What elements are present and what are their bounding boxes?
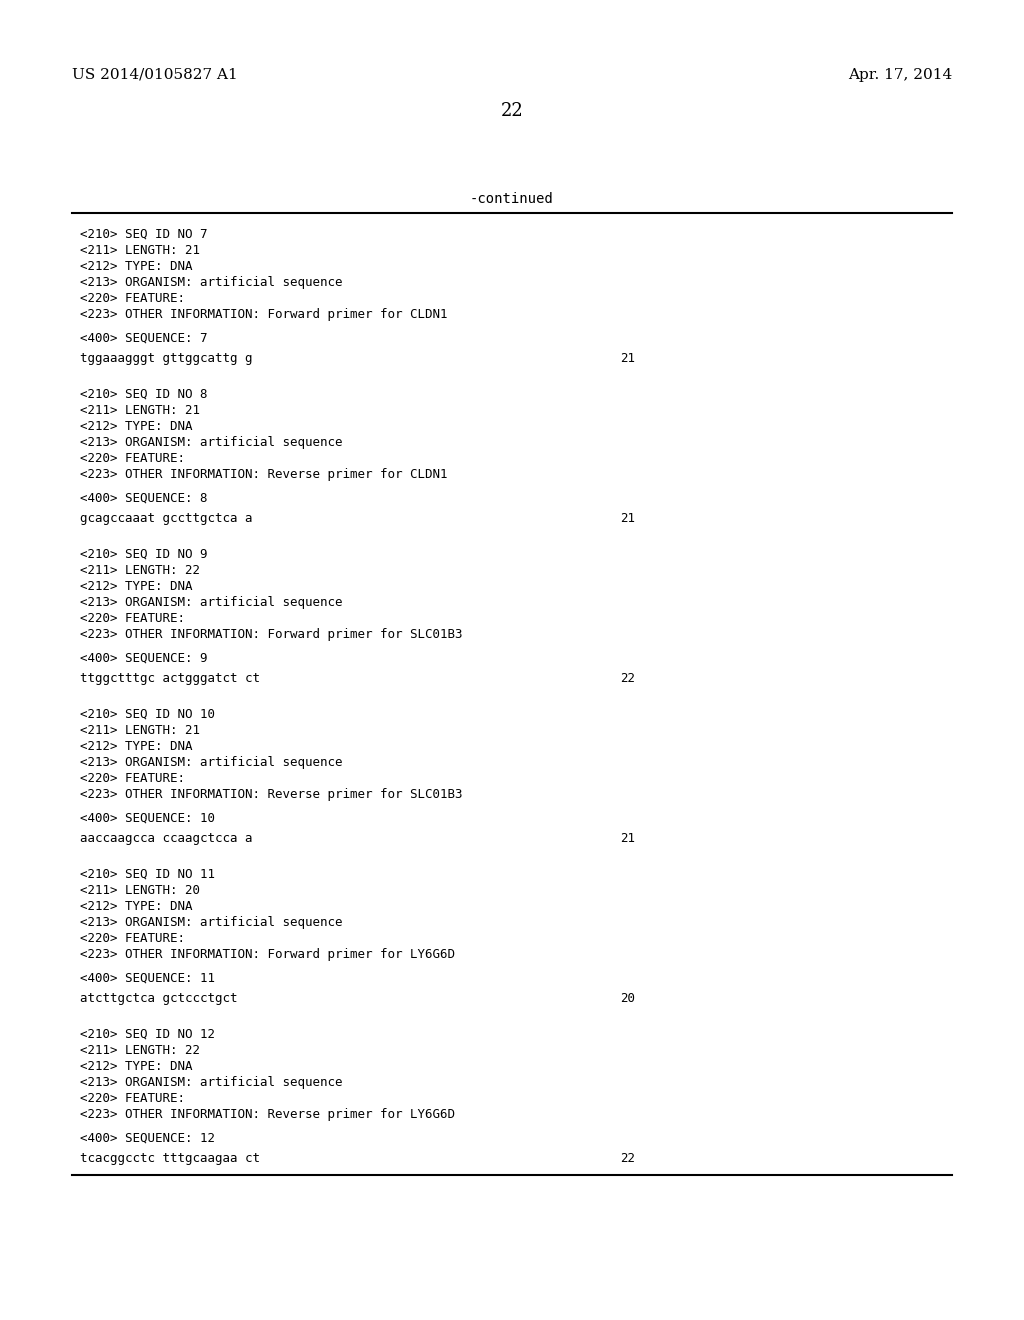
Text: <210> SEQ ID NO 9: <210> SEQ ID NO 9 xyxy=(80,548,208,561)
Text: gcagccaaat gccttgctca a: gcagccaaat gccttgctca a xyxy=(80,512,253,525)
Text: tcacggcctc tttgcaagaa ct: tcacggcctc tttgcaagaa ct xyxy=(80,1152,260,1166)
Text: <220> FEATURE:: <220> FEATURE: xyxy=(80,932,185,945)
Text: <223> OTHER INFORMATION: Forward primer for SLC01B3: <223> OTHER INFORMATION: Forward primer … xyxy=(80,628,463,642)
Text: <220> FEATURE:: <220> FEATURE: xyxy=(80,612,185,624)
Text: <213> ORGANISM: artificial sequence: <213> ORGANISM: artificial sequence xyxy=(80,1076,342,1089)
Text: <211> LENGTH: 20: <211> LENGTH: 20 xyxy=(80,884,200,898)
Text: <211> LENGTH: 21: <211> LENGTH: 21 xyxy=(80,404,200,417)
Text: <211> LENGTH: 21: <211> LENGTH: 21 xyxy=(80,244,200,257)
Text: ttggctttgc actgggatct ct: ttggctttgc actgggatct ct xyxy=(80,672,260,685)
Text: <220> FEATURE:: <220> FEATURE: xyxy=(80,451,185,465)
Text: tggaaagggt gttggcattg g: tggaaagggt gttggcattg g xyxy=(80,352,253,366)
Text: Apr. 17, 2014: Apr. 17, 2014 xyxy=(848,69,952,82)
Text: <212> TYPE: DNA: <212> TYPE: DNA xyxy=(80,420,193,433)
Text: <211> LENGTH: 21: <211> LENGTH: 21 xyxy=(80,723,200,737)
Text: <400> SEQUENCE: 10: <400> SEQUENCE: 10 xyxy=(80,812,215,825)
Text: <220> FEATURE:: <220> FEATURE: xyxy=(80,292,185,305)
Text: <223> OTHER INFORMATION: Reverse primer for LY6G6D: <223> OTHER INFORMATION: Reverse primer … xyxy=(80,1107,455,1121)
Text: <223> OTHER INFORMATION: Forward primer for LY6G6D: <223> OTHER INFORMATION: Forward primer … xyxy=(80,948,455,961)
Text: <212> TYPE: DNA: <212> TYPE: DNA xyxy=(80,900,193,913)
Text: <400> SEQUENCE: 12: <400> SEQUENCE: 12 xyxy=(80,1133,215,1144)
Text: <213> ORGANISM: artificial sequence: <213> ORGANISM: artificial sequence xyxy=(80,756,342,770)
Text: <220> FEATURE:: <220> FEATURE: xyxy=(80,772,185,785)
Text: <212> TYPE: DNA: <212> TYPE: DNA xyxy=(80,579,193,593)
Text: <223> OTHER INFORMATION: Reverse primer for SLC01B3: <223> OTHER INFORMATION: Reverse primer … xyxy=(80,788,463,801)
Text: <400> SEQUENCE: 9: <400> SEQUENCE: 9 xyxy=(80,652,208,665)
Text: <400> SEQUENCE: 11: <400> SEQUENCE: 11 xyxy=(80,972,215,985)
Text: <210> SEQ ID NO 12: <210> SEQ ID NO 12 xyxy=(80,1028,215,1041)
Text: -continued: -continued xyxy=(470,191,554,206)
Text: 22: 22 xyxy=(620,672,635,685)
Text: <213> ORGANISM: artificial sequence: <213> ORGANISM: artificial sequence xyxy=(80,597,342,609)
Text: <212> TYPE: DNA: <212> TYPE: DNA xyxy=(80,741,193,752)
Text: <213> ORGANISM: artificial sequence: <213> ORGANISM: artificial sequence xyxy=(80,276,342,289)
Text: <210> SEQ ID NO 8: <210> SEQ ID NO 8 xyxy=(80,388,208,401)
Text: <211> LENGTH: 22: <211> LENGTH: 22 xyxy=(80,1044,200,1057)
Text: <223> OTHER INFORMATION: Reverse primer for CLDN1: <223> OTHER INFORMATION: Reverse primer … xyxy=(80,469,447,480)
Text: 21: 21 xyxy=(620,832,635,845)
Text: 21: 21 xyxy=(620,512,635,525)
Text: 22: 22 xyxy=(501,102,523,120)
Text: <400> SEQUENCE: 8: <400> SEQUENCE: 8 xyxy=(80,492,208,506)
Text: <223> OTHER INFORMATION: Forward primer for CLDN1: <223> OTHER INFORMATION: Forward primer … xyxy=(80,308,447,321)
Text: 22: 22 xyxy=(620,1152,635,1166)
Text: <220> FEATURE:: <220> FEATURE: xyxy=(80,1092,185,1105)
Text: <212> TYPE: DNA: <212> TYPE: DNA xyxy=(80,260,193,273)
Text: <213> ORGANISM: artificial sequence: <213> ORGANISM: artificial sequence xyxy=(80,916,342,929)
Text: <210> SEQ ID NO 10: <210> SEQ ID NO 10 xyxy=(80,708,215,721)
Text: atcttgctca gctccctgct: atcttgctca gctccctgct xyxy=(80,993,238,1005)
Text: <400> SEQUENCE: 7: <400> SEQUENCE: 7 xyxy=(80,333,208,345)
Text: <210> SEQ ID NO 7: <210> SEQ ID NO 7 xyxy=(80,228,208,242)
Text: 20: 20 xyxy=(620,993,635,1005)
Text: <213> ORGANISM: artificial sequence: <213> ORGANISM: artificial sequence xyxy=(80,436,342,449)
Text: <210> SEQ ID NO 11: <210> SEQ ID NO 11 xyxy=(80,869,215,880)
Text: aaccaagcca ccaagctcca a: aaccaagcca ccaagctcca a xyxy=(80,832,253,845)
Text: <211> LENGTH: 22: <211> LENGTH: 22 xyxy=(80,564,200,577)
Text: 21: 21 xyxy=(620,352,635,366)
Text: US 2014/0105827 A1: US 2014/0105827 A1 xyxy=(72,69,238,82)
Text: <212> TYPE: DNA: <212> TYPE: DNA xyxy=(80,1060,193,1073)
